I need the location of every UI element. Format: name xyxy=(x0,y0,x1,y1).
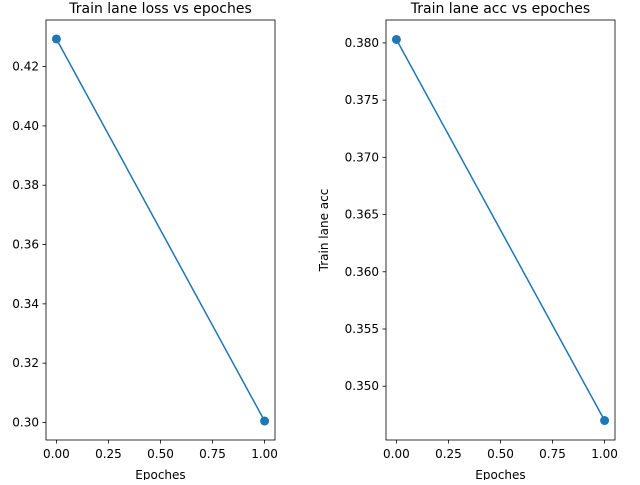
y-tick-label: 0.350 xyxy=(345,379,379,393)
y-tick-label: 0.380 xyxy=(345,36,379,50)
series-line xyxy=(395,39,606,421)
x-tick-label: 0.75 xyxy=(199,447,226,461)
y-tick-label: 0.32 xyxy=(12,356,39,370)
x-tick-label: 0.50 xyxy=(487,447,514,461)
loss-x-ticks: 0.00 0.25 0.50 0.75 1.00 xyxy=(43,440,278,461)
x-tick-label: 1.00 xyxy=(251,447,278,461)
data-point xyxy=(391,34,401,44)
data-point xyxy=(51,34,61,44)
acc-plot-area xyxy=(391,34,610,426)
acc-x-ticks: 0.00 0.25 0.50 0.75 1.00 xyxy=(383,440,618,461)
data-point xyxy=(260,416,270,426)
loss-y-ticks: 0.30 0.32 0.34 0.36 0.38 0.40 0.42 xyxy=(12,60,46,430)
data-point xyxy=(600,416,610,426)
loss-subplot: Train lane loss vs epoches 0.00 0.25 0.50 0… xyxy=(12,1,278,482)
acc-y-ticks: 0.350 0.355 0.360 0.365 0.370 0.375 0.380 xyxy=(345,36,386,393)
acc-chart-title: Train lane acc vs epoches xyxy=(410,1,590,17)
acc-subplot: Train lane acc vs epoches 0.00 0.25 0.50 0.… xyxy=(317,1,618,482)
loss-x-axis-label: Epoches xyxy=(135,468,185,480)
y-tick-label: 0.370 xyxy=(345,150,379,164)
y-tick-label: 0.30 xyxy=(12,416,39,430)
y-tick-label: 0.40 xyxy=(12,119,39,133)
x-tick-label: 1.00 xyxy=(591,447,618,461)
loss-plot-area xyxy=(51,34,270,426)
y-tick-label: 0.38 xyxy=(12,178,39,192)
loss-chart-title: Train lane loss vs epoches xyxy=(68,1,252,17)
acc-y-axis-label: Train lane acc xyxy=(317,189,331,273)
x-tick-label: 0.25 xyxy=(435,447,462,461)
acc-x-axis-label: Epoches xyxy=(475,468,525,480)
y-tick-label: 0.34 xyxy=(12,297,39,311)
series-line xyxy=(55,38,266,422)
y-tick-label: 0.36 xyxy=(12,238,39,252)
y-tick-label: 0.375 xyxy=(345,93,379,107)
x-tick-label: 0.00 xyxy=(383,447,410,461)
y-tick-label: 0.365 xyxy=(345,208,379,222)
x-tick-label: 0.50 xyxy=(147,447,174,461)
x-tick-label: 0.00 xyxy=(43,447,70,461)
y-tick-label: 0.355 xyxy=(345,322,379,336)
x-tick-label: 0.75 xyxy=(539,447,566,461)
y-tick-label: 0.42 xyxy=(12,60,39,74)
x-tick-label: 0.25 xyxy=(95,447,122,461)
y-tick-label: 0.360 xyxy=(345,265,379,279)
